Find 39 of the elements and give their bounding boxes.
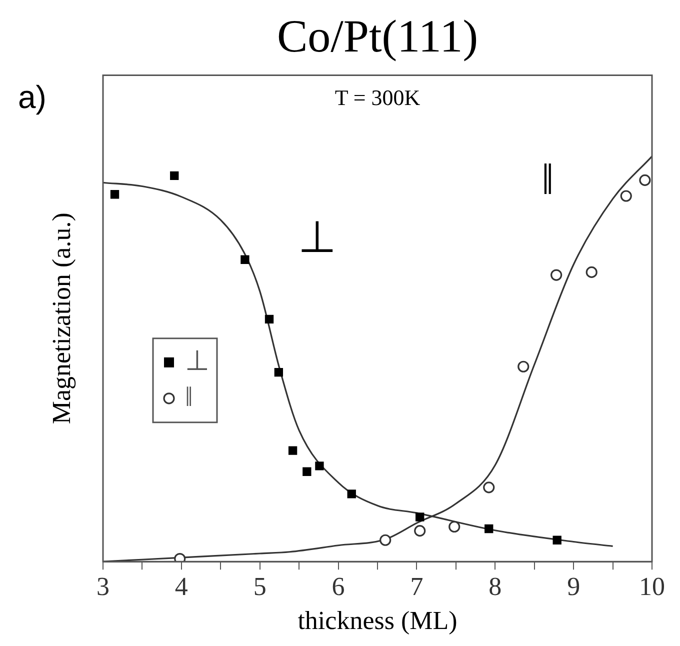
point	[110, 190, 120, 199]
point	[174, 552, 186, 562]
point	[484, 524, 494, 534]
point	[264, 314, 274, 324]
point	[639, 174, 651, 186]
legend-label: ‖	[185, 382, 193, 413]
x-tick-label: 4	[174, 572, 188, 602]
point	[550, 269, 562, 281]
x-tick-label: 5	[253, 572, 266, 602]
annotation: ⊥	[298, 213, 336, 262]
point	[552, 536, 562, 544]
point	[620, 190, 632, 202]
x-tick-label: 8	[488, 572, 502, 602]
point	[483, 482, 495, 494]
annotation: ‖	[542, 154, 554, 204]
point	[288, 446, 298, 455]
text: T = 300K	[334, 84, 420, 110]
point	[347, 490, 356, 498]
x-tick-label: 7	[410, 572, 424, 602]
x-tick-label: 3	[96, 572, 110, 602]
legend-label: ⊥	[185, 346, 209, 377]
x-tick-label: 6	[332, 572, 345, 602]
point	[274, 368, 284, 377]
point	[380, 534, 392, 546]
x-tick-label: 9	[567, 572, 580, 602]
point	[315, 462, 324, 470]
point	[586, 266, 598, 278]
chart-title: Co/Pt(111)	[276, 10, 478, 62]
x-tick-label: 10	[639, 572, 665, 602]
point	[170, 171, 179, 180]
point	[416, 512, 424, 522]
point	[448, 520, 460, 533]
point	[302, 467, 312, 476]
point	[518, 360, 530, 372]
point	[240, 255, 250, 264]
text: a)	[18, 79, 46, 116]
x-axis-title: thickness (ML)	[298, 606, 458, 636]
y-axis-title: Magnetization (a.u.)	[46, 212, 76, 424]
point	[414, 524, 426, 537]
